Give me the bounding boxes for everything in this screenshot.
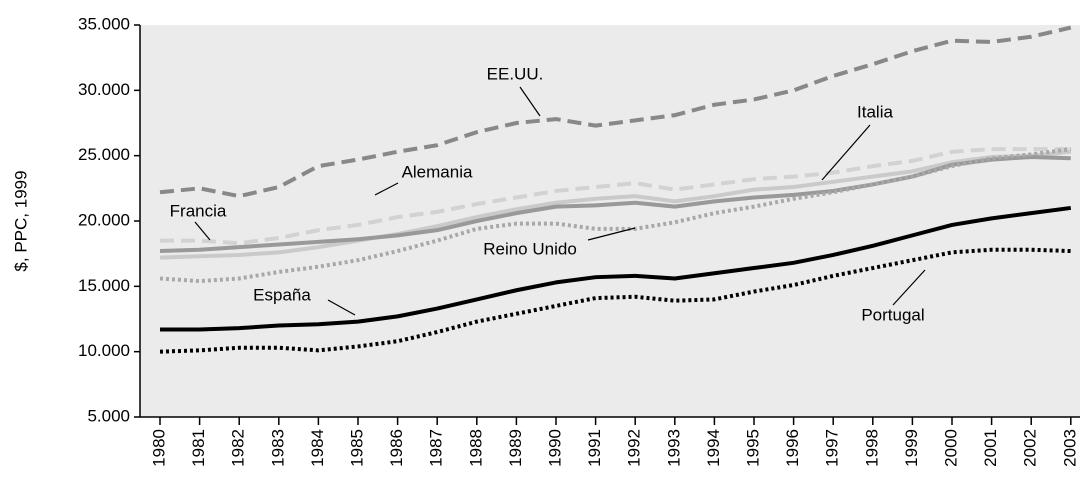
- x-tick-label: 1984: [308, 429, 327, 467]
- x-tick-label: 2002: [1021, 429, 1040, 467]
- x-tick-label: 1994: [704, 429, 723, 467]
- leader-line: [892, 269, 926, 306]
- x-tick-label: 1992: [625, 429, 644, 467]
- leader-line: [374, 182, 399, 196]
- x-tick-label: 1986: [387, 429, 406, 467]
- leader-line: [519, 86, 541, 117]
- series-label: Italia: [857, 102, 893, 121]
- x-tick-label: 1985: [347, 429, 366, 467]
- label-background: [854, 101, 897, 123]
- x-tick-label: 1993: [664, 429, 683, 467]
- x-tick-label: 1990: [545, 429, 564, 467]
- series-label: España: [253, 285, 311, 304]
- leader-line: [587, 227, 636, 241]
- y-tick-label: 25.000: [78, 145, 130, 164]
- series-label: Francia: [170, 201, 227, 220]
- series-label: EE.UU.: [487, 64, 544, 83]
- x-tick-label: 1980: [149, 429, 168, 467]
- y-axis-label: $, PPC, 1999: [11, 170, 30, 271]
- series-line: [160, 205, 1072, 332]
- series-label: Portugal: [861, 305, 924, 324]
- x-tick-label: 2000: [941, 429, 960, 467]
- x-tick-label: 1997: [823, 429, 842, 467]
- x-tick-label: 1988: [466, 429, 485, 467]
- y-tick-label: 15.000: [78, 276, 130, 295]
- series-label: Reino Unido: [483, 239, 577, 258]
- x-tick-label: 1998: [862, 429, 881, 467]
- label-background: [858, 304, 928, 326]
- series-line: [159, 149, 1071, 260]
- leader-line: [194, 221, 211, 241]
- y-tick-label: 20.000: [78, 210, 130, 229]
- y-tick-label: 5.000: [87, 406, 130, 425]
- label-background: [250, 284, 315, 306]
- label-background: [166, 200, 230, 222]
- leader-line: [327, 299, 356, 316]
- plot-area: [140, 25, 1080, 417]
- x-tick-label: 1981: [189, 429, 208, 467]
- leader-line: [821, 124, 871, 181]
- x-tick-label: 1995: [743, 429, 762, 467]
- label-background: [398, 161, 476, 183]
- x-tick-label: 2001: [981, 429, 1000, 467]
- series-line: [160, 147, 1071, 246]
- x-tick-label: 1982: [229, 429, 248, 467]
- y-tick-label: 10.000: [78, 341, 130, 360]
- series-label: Alemania: [402, 162, 473, 181]
- x-tick-label: 1983: [268, 429, 287, 467]
- x-tick-label: 1996: [783, 429, 802, 467]
- label-background: [480, 238, 580, 260]
- x-tick-label: 1987: [427, 429, 446, 467]
- x-tick-label: 1999: [902, 429, 921, 467]
- series-line: [159, 147, 1072, 284]
- y-tick-label: 35.000: [78, 14, 130, 33]
- x-tick-label: 2003: [1060, 429, 1079, 467]
- series-line: [159, 25, 1072, 199]
- x-tick-label: 1991: [585, 429, 604, 467]
- label-background: [483, 63, 547, 85]
- y-tick-label: 30.000: [78, 80, 130, 99]
- series-line: [159, 247, 1071, 354]
- x-tick-label: 1989: [506, 429, 525, 467]
